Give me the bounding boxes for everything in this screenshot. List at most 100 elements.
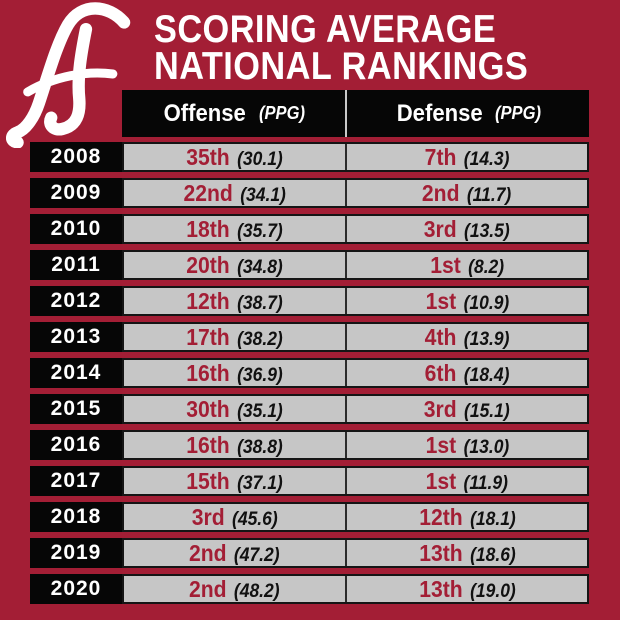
defense-header-label: Defense — [396, 99, 483, 127]
row-data-cell: 20th (34.8) 1st (8.2) — [122, 250, 589, 280]
defense-column-header: Defense (PPG) — [347, 90, 589, 137]
offense-cell: 18th (35.7) — [124, 216, 347, 242]
offense-header-unit: (PPG) — [258, 103, 305, 123]
year-cell: 2015 — [30, 394, 122, 424]
defense-rank: 4th — [424, 323, 457, 350]
year-cell: 2019 — [30, 538, 122, 568]
offense-cell: 12th (38.7) — [124, 288, 347, 314]
row-data-cell: 22nd (34.1) 2nd (11.7) — [122, 178, 589, 208]
offense-rank: 18th — [186, 215, 230, 242]
defense-ppg: (13.5) — [464, 220, 510, 242]
offense-rank: 35th — [186, 143, 230, 170]
year-cell: 2017 — [30, 466, 122, 496]
defense-rank: 1st — [425, 467, 457, 494]
defense-ppg: (8.2) — [467, 256, 504, 278]
offense-rank: 16th — [186, 431, 230, 458]
defense-rank: 2nd — [422, 179, 460, 206]
defense-rank: 1st — [425, 287, 456, 314]
table-header-row: Offense (PPG) Defense (PPG) — [122, 90, 589, 137]
year-cell: 2010 — [30, 214, 122, 244]
offense-cell: 22nd (34.1) — [124, 180, 347, 206]
year-cell: 2012 — [30, 286, 122, 316]
offense-ppg: (38.2) — [237, 328, 283, 350]
year-cell: 2018 — [30, 502, 122, 532]
row-data-cell: 3rd (45.6) 12th (18.1) — [122, 502, 589, 532]
offense-rank: 22nd — [183, 179, 233, 206]
defense-cell: 4th (13.9) — [347, 324, 587, 350]
offense-ppg: (34.8) — [237, 256, 283, 278]
defense-cell: 1st (11.9) — [347, 468, 587, 494]
table-row: 2011 20th (34.8) 1st (8.2) — [30, 250, 589, 280]
defense-ppg: (13.9) — [463, 328, 510, 350]
defense-rank: 13th — [418, 575, 463, 602]
offense-ppg: (35.1) — [237, 400, 283, 422]
defense-cell: 1st (13.0) — [347, 432, 587, 458]
defense-ppg: (15.1) — [464, 400, 510, 422]
row-data-cell: 18th (35.7) 3rd (13.5) — [122, 214, 589, 244]
defense-ppg: (18.1) — [469, 508, 516, 530]
offense-cell: 17th (38.2) — [124, 324, 347, 350]
offense-ppg: (48.2) — [234, 580, 280, 602]
rankings-table: Offense (PPG) Defense (PPG) 2008 35th (3… — [30, 90, 589, 604]
offense-cell: 30th (35.1) — [124, 396, 347, 422]
offense-rank: 12th — [186, 287, 230, 314]
row-data-cell: 17th (38.2) 4th (13.9) — [122, 322, 589, 352]
offense-ppg: (38.7) — [237, 292, 283, 314]
offense-ppg: (38.8) — [237, 436, 283, 458]
page-title: SCORING AVERAGE NATIONAL RANKINGS — [154, 10, 579, 88]
defense-rank: 6th — [424, 359, 457, 386]
alabama-script-a-icon — [6, 2, 131, 149]
year-cell: 2014 — [30, 358, 122, 388]
defense-cell: 13th (19.0) — [347, 576, 587, 602]
title-line-2: NATIONAL RANKINGS — [154, 45, 529, 88]
table-row: 2018 3rd (45.6) 12th (18.1) — [30, 502, 589, 532]
defense-ppg: (14.3) — [463, 148, 510, 170]
table-row: 2020 2nd (48.2) 13th (19.0) — [30, 574, 589, 604]
defense-cell: 13th (18.6) — [347, 540, 587, 566]
defense-cell: 6th (18.4) — [347, 360, 587, 386]
table-row: 2013 17th (38.2) 4th (13.9) — [30, 322, 589, 352]
year-cell: 2020 — [30, 574, 122, 604]
defense-cell: 2nd (11.7) — [347, 180, 587, 206]
table-row: 2014 16th (36.9) 6th (18.4) — [30, 358, 589, 388]
table-row: 2015 30th (35.1) 3rd (15.1) — [30, 394, 589, 424]
table-row: 2012 12th (38.7) 1st (10.9) — [30, 286, 589, 316]
offense-rank: 17th — [186, 323, 230, 350]
row-data-cell: 16th (38.8) 1st (13.0) — [122, 430, 589, 460]
table-body: 2008 35th (30.1) 7th (14.3) 2009 22nd — [30, 142, 589, 604]
defense-ppg: (18.4) — [463, 364, 510, 386]
offense-cell: 2nd (48.2) — [124, 576, 347, 602]
offense-cell: 2nd (47.2) — [124, 540, 347, 566]
year-cell: 2008 — [30, 142, 122, 172]
defense-cell: 3rd (15.1) — [347, 396, 587, 422]
defense-cell: 3rd (13.5) — [347, 216, 587, 242]
defense-rank: 3rd — [424, 215, 457, 242]
offense-cell: 16th (38.8) — [124, 432, 347, 458]
defense-rank: 13th — [418, 539, 463, 566]
defense-rank: 1st — [425, 431, 456, 458]
offense-cell: 20th (34.8) — [124, 252, 347, 278]
row-data-cell: 15th (37.1) 1st (11.9) — [122, 466, 589, 496]
defense-ppg: (13.0) — [463, 436, 509, 458]
defense-ppg: (11.9) — [463, 472, 509, 494]
offense-ppg: (36.9) — [237, 364, 283, 386]
table-row: 2016 16th (38.8) 1st (13.0) — [30, 430, 589, 460]
offense-ppg: (35.7) — [237, 220, 283, 242]
year-cell: 2016 — [30, 430, 122, 460]
offense-ppg: (34.1) — [240, 184, 286, 206]
offense-cell: 16th (36.9) — [124, 360, 347, 386]
defense-header-unit: (PPG) — [495, 103, 542, 123]
table-row: 2009 22nd (34.1) 2nd (11.7) — [30, 178, 589, 208]
table-row: 2010 18th (35.7) 3rd (13.5) — [30, 214, 589, 244]
offense-rank: 3rd — [191, 503, 225, 530]
table-row: 2008 35th (30.1) 7th (14.3) — [30, 142, 589, 172]
defense-rank: 1st — [430, 251, 461, 278]
row-data-cell: 30th (35.1) 3rd (15.1) — [122, 394, 589, 424]
offense-cell: 15th (37.1) — [124, 468, 347, 494]
alabama-logo — [6, 0, 148, 149]
defense-cell: 1st (8.2) — [347, 252, 587, 278]
offense-rank: 30th — [186, 395, 230, 422]
defense-cell: 1st (10.9) — [347, 288, 587, 314]
offense-rank: 20th — [186, 251, 230, 278]
defense-cell: 7th (14.3) — [347, 144, 587, 170]
